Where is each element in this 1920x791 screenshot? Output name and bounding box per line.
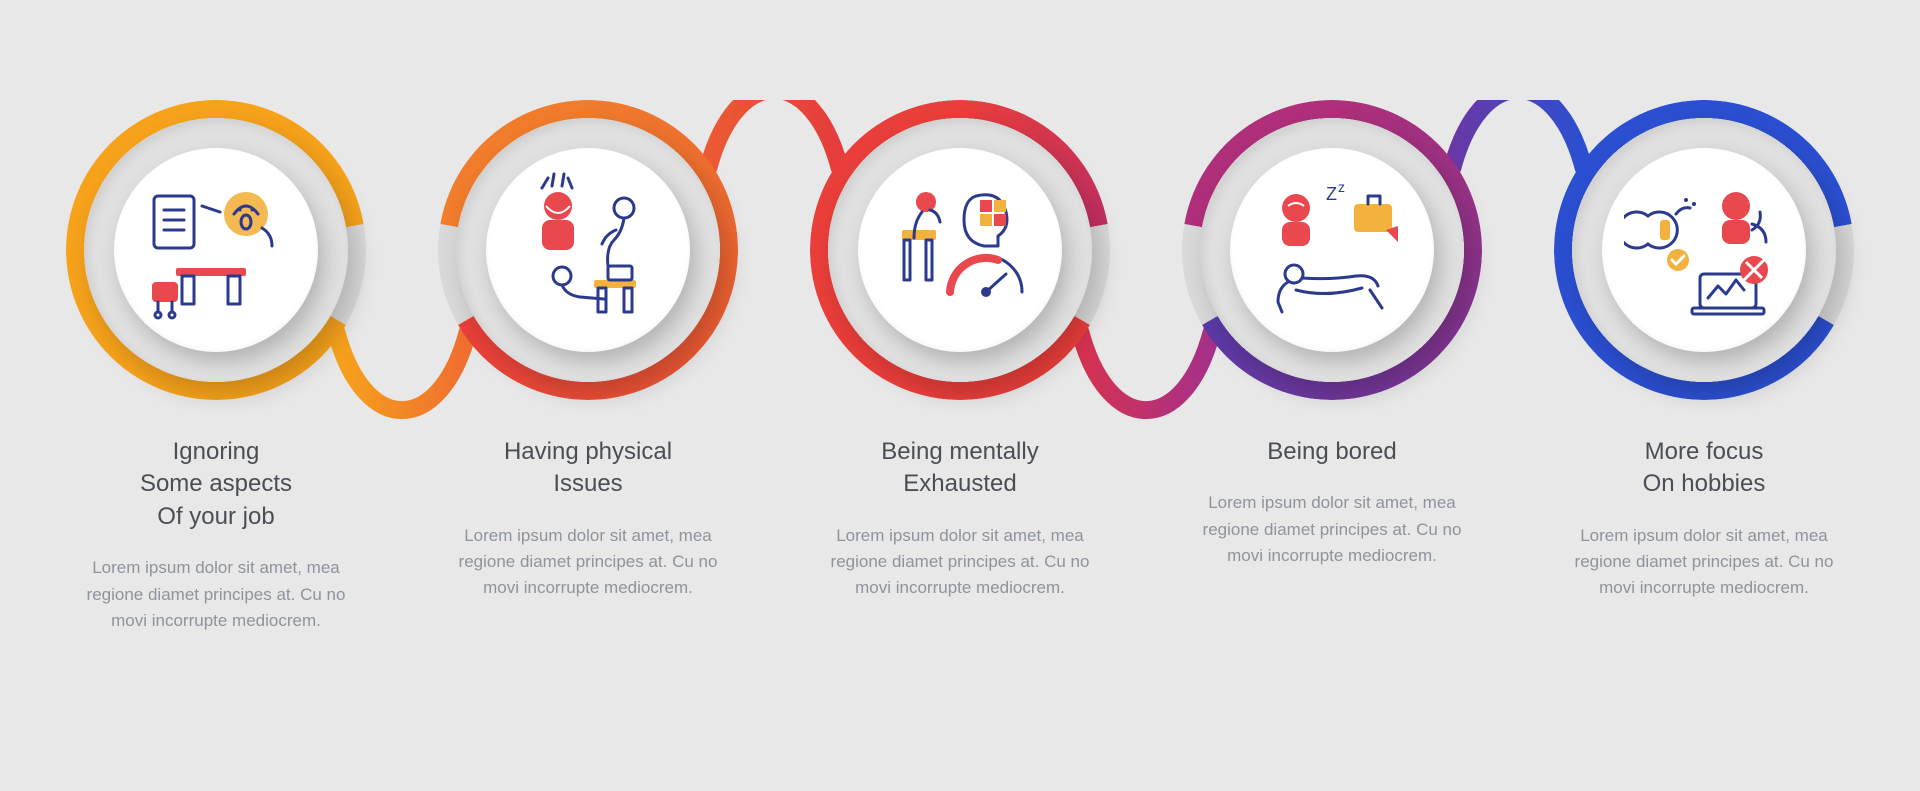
- ignoring-job-icon: [136, 170, 296, 330]
- step-3-ring: [810, 100, 1110, 400]
- step-3-body: Lorem ipsum dolor sit amet, mea regione …: [820, 523, 1100, 602]
- infographic-canvas: IgnoringSome aspectsOf your job Lorem ips…: [0, 0, 1920, 791]
- step-2-body: Lorem ipsum dolor sit amet, mea regione …: [448, 523, 728, 602]
- steps-row: IgnoringSome aspectsOf your job Lorem ips…: [0, 100, 1920, 634]
- step-1-title: IgnoringSome aspectsOf your job: [76, 436, 356, 533]
- step-1-body: Lorem ipsum dolor sit amet, mea regione …: [76, 555, 356, 634]
- step-1-ring: [66, 100, 366, 400]
- mentally-exhausted-icon: [880, 170, 1040, 330]
- physical-issues-icon: [508, 170, 668, 330]
- hobbies-icon: [1624, 170, 1784, 330]
- step-5-title: More focusOn hobbies: [1564, 436, 1844, 501]
- step-3-disc: [858, 148, 1062, 352]
- step-1-disc: [114, 148, 318, 352]
- step-4-ring: Z z: [1182, 100, 1482, 400]
- step-3: Being mentallyExhausted Lorem ipsum dolor…: [810, 100, 1110, 634]
- step-4: Z z Being bored Lorem ipsum dolor sit ame…: [1182, 100, 1482, 634]
- step-2-disc: [486, 148, 690, 352]
- step-3-title: Being mentallyExhausted: [820, 436, 1100, 501]
- step-4-body: Lorem ipsum dolor sit amet, mea regione …: [1192, 490, 1472, 569]
- svg-text:z: z: [1338, 179, 1345, 195]
- step-5-ring: [1554, 100, 1854, 400]
- step-4-title: Being bored: [1192, 436, 1472, 468]
- step-5-body: Lorem ipsum dolor sit amet, mea regione …: [1564, 523, 1844, 602]
- svg-text:Z: Z: [1326, 184, 1337, 204]
- step-4-disc: Z z: [1230, 148, 1434, 352]
- step-2: Having physicalIssues Lorem ipsum dolor s…: [438, 100, 738, 634]
- step-2-ring: [438, 100, 738, 400]
- step-2-title: Having physicalIssues: [448, 436, 728, 501]
- step-5: More focusOn hobbies Lorem ipsum dolor si…: [1554, 100, 1854, 634]
- step-5-disc: [1602, 148, 1806, 352]
- bored-icon: Z z: [1252, 170, 1412, 330]
- step-1: IgnoringSome aspectsOf your job Lorem ips…: [66, 100, 366, 634]
